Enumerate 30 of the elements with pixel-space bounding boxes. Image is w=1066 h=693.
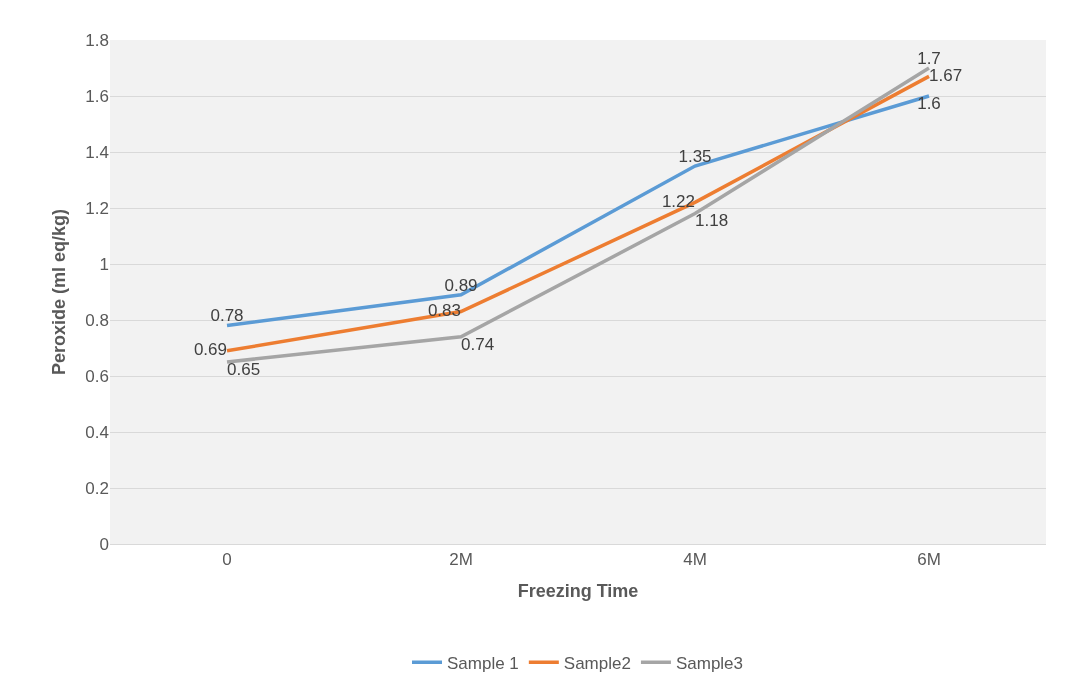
legend-label: Sample 1: [447, 653, 519, 673]
data-label: 1.35: [678, 146, 712, 166]
y-tick-label: 0.8: [85, 310, 109, 330]
x-tick-label: 6M: [917, 550, 941, 570]
data-label: 1.7: [917, 48, 941, 68]
data-label: 0.74: [461, 334, 495, 354]
data-label: 0.78: [210, 306, 244, 326]
data-label: 1.18: [695, 211, 729, 231]
data-label: 1.6: [917, 93, 941, 113]
legend-label: Sample3: [675, 653, 744, 673]
y-axis-title: Peroxide (ml eq/kg): [48, 208, 69, 376]
y-tick-label: 0.6: [85, 366, 109, 386]
x-tick-label: 2M: [449, 550, 473, 570]
y-tick-label: 1.6: [85, 86, 109, 106]
data-label: 1.67: [929, 65, 963, 85]
y-tick-label: 0.2: [85, 478, 109, 498]
legend-label: Sample2: [563, 653, 631, 673]
y-tick-label: 1.4: [85, 142, 109, 162]
y-tick-label: 1.2: [85, 198, 109, 218]
data-label: 0.65: [227, 359, 261, 379]
y-tick-label: 0: [99, 534, 109, 554]
data-label: 0.89: [444, 275, 478, 295]
x-axis-title: Freezing Time: [517, 580, 639, 601]
y-tick-label: 1: [99, 254, 109, 274]
x-tick-label: 0: [222, 550, 232, 570]
y-tick-label: 0.4: [85, 422, 109, 442]
x-tick-label: 4M: [683, 550, 707, 570]
data-label: 1.22: [661, 191, 695, 211]
y-tick-label: 1.8: [85, 30, 109, 50]
data-label: 0.69: [193, 340, 227, 360]
